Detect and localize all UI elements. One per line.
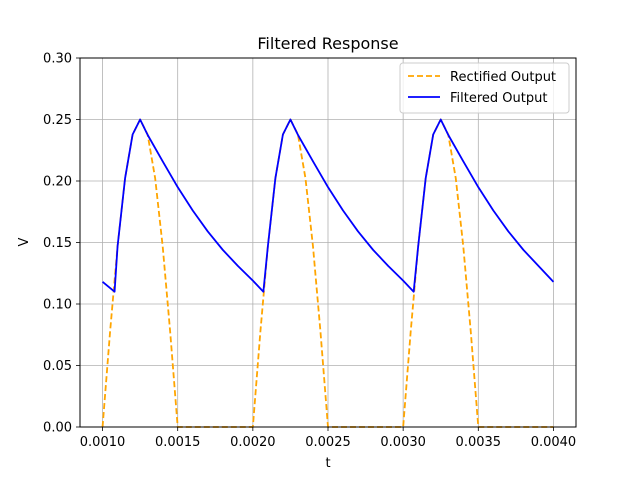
series-line-rectified xyxy=(101,118,554,428)
x-tick-label: 0.0035 xyxy=(456,435,502,450)
x-tick-label: 0.0020 xyxy=(230,435,276,450)
x-tick-label: 0.0025 xyxy=(305,435,351,450)
y-axis-label: V xyxy=(17,237,32,246)
chart-title: Filtered Response xyxy=(257,34,398,53)
x-tick-label: 0.0015 xyxy=(155,435,201,450)
x-tick-label: 0.0040 xyxy=(531,435,577,450)
y-tick-label: 0.25 xyxy=(43,113,72,128)
legend: Rectified Output Filtered Output xyxy=(399,62,570,114)
ticks: 0.0010 0.0015 0.0020 0.0025 0.0030 0.0035 0.00… xyxy=(43,52,576,451)
x-tick-label: 0.0030 xyxy=(380,435,426,450)
legend-box xyxy=(399,62,570,114)
y-tick-label: 0.10 xyxy=(43,298,72,313)
legend-label-rectified: Rectified Output xyxy=(450,70,556,85)
series-layer xyxy=(101,118,555,428)
y-tick-label: 0.05 xyxy=(43,359,72,374)
y-tick-label: 0.30 xyxy=(43,52,72,67)
y-tick-label: 0.00 xyxy=(43,421,72,436)
series-line-filtered xyxy=(101,118,555,293)
y-tick-label: 0.20 xyxy=(43,175,72,190)
y-tick-label: 0.15 xyxy=(43,236,72,251)
legend-label-filtered: Filtered Output xyxy=(450,91,547,106)
x-tick-label: 0.0010 xyxy=(80,435,126,450)
x-axis-label: t xyxy=(325,456,330,471)
